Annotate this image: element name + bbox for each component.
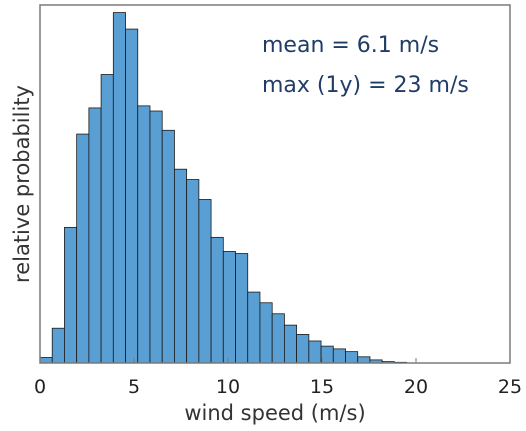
histogram-bar <box>357 356 371 364</box>
x-tick-label: 15 <box>310 376 334 398</box>
histogram-bars <box>39 12 408 364</box>
histogram-bar <box>247 291 261 364</box>
histogram-bar <box>345 351 359 364</box>
annotation-mean: mean = 6.1 m/s <box>262 33 439 58</box>
x-tick-label: 0 <box>34 376 46 398</box>
histogram-bar <box>51 327 65 364</box>
histogram-bar <box>296 334 310 364</box>
histogram-bar <box>283 324 298 364</box>
histogram-bar <box>186 179 200 364</box>
histogram-bar <box>161 129 175 364</box>
histogram-bar <box>308 340 322 364</box>
histogram-bar <box>100 74 114 364</box>
annotation-max: max (1y) = 23 m/s <box>262 73 469 98</box>
histogram-bar <box>332 348 346 364</box>
histogram-bar <box>125 28 139 364</box>
histogram-bar <box>320 345 334 364</box>
histogram-bar <box>210 236 224 364</box>
histogram-bar <box>174 168 188 364</box>
x-tick-label: 5 <box>128 376 140 398</box>
histogram-bar <box>112 12 126 364</box>
histogram-bar <box>137 105 151 364</box>
histogram-bar <box>149 110 163 364</box>
histogram-bar <box>198 199 212 364</box>
histogram-bar <box>222 251 236 364</box>
histogram-bar <box>88 107 102 364</box>
x-axis-label: wind speed (m/s) <box>184 401 365 425</box>
histogram-bar <box>76 133 90 364</box>
histogram-bar <box>39 357 53 364</box>
x-tick-label: 25 <box>498 376 522 398</box>
y-axis-label: relative probability <box>10 85 34 283</box>
histogram-bar <box>259 302 273 364</box>
x-tick-label: 20 <box>404 376 428 398</box>
x-tick-label: 10 <box>216 376 240 398</box>
histogram-bar <box>64 226 78 364</box>
x-axis-ticks <box>39 358 511 363</box>
histogram-bar <box>271 313 285 364</box>
histogram-bar <box>235 253 249 364</box>
x-axis-tick-labels: 0 5 10 15 20 25 <box>34 376 522 398</box>
